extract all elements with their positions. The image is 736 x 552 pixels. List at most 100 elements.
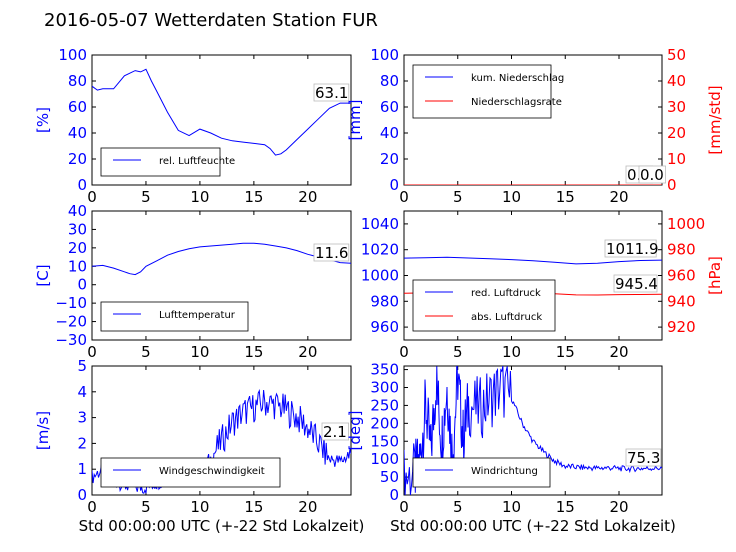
x-tick-label: 5 xyxy=(453,498,463,516)
x-tick-label: 0 xyxy=(399,343,409,361)
chart-panel-5: 0 5 10 15 20 0 1 2 3 4 5 [m/s] Std 00:00:00 UTC (+-2… xyxy=(34,357,364,535)
legend: Windrichtung xyxy=(412,457,551,488)
x-tick-label: 20 xyxy=(609,343,628,361)
y-tick-label: 1 xyxy=(77,460,87,478)
legend-label: Windrichtung xyxy=(471,466,538,477)
y-tick-label: 960 xyxy=(370,318,399,336)
y-tick-label: 0 xyxy=(389,176,399,194)
y-tick-label: 30 xyxy=(68,220,87,238)
x-tick-label: 10 xyxy=(190,188,209,206)
y-tick-label: 5 xyxy=(77,357,87,375)
x-tick-label: 0 xyxy=(87,498,97,516)
x-tick-label: 15 xyxy=(244,343,263,361)
legend-label: Lufttemperatur xyxy=(159,310,236,321)
x-tick-label: 5 xyxy=(141,343,151,361)
y-tick-label: 20 xyxy=(68,239,87,257)
y-tick-label-right: 1000 xyxy=(667,215,705,233)
x-tick-label: 20 xyxy=(298,343,317,361)
value-label-box xyxy=(313,243,350,262)
y-axis-label-right: [mm/std] xyxy=(706,85,724,154)
x-tick-label: 15 xyxy=(556,343,575,361)
x-tick-label: 10 xyxy=(190,498,209,516)
legend-box xyxy=(412,279,556,332)
y-tick-label: 2 xyxy=(77,434,87,452)
axes-frame xyxy=(91,210,352,341)
y-tick-label: −30 xyxy=(55,331,87,349)
y-tick-label: 350 xyxy=(370,361,399,379)
value-label-box xyxy=(638,165,667,184)
x-tick-label: 5 xyxy=(141,498,151,516)
y-axis-label-right: [hPa] xyxy=(706,256,724,295)
legend-label: Niederschlagsrate xyxy=(471,97,562,108)
y-tick-label: 0 xyxy=(389,486,399,504)
y-tick-label: 1020 xyxy=(361,241,399,259)
x-tick-label: 20 xyxy=(609,498,628,516)
page-title: 2016-05-07 Wetterdaten Station FUR xyxy=(44,10,378,31)
y-tick-label: 40 xyxy=(68,202,87,220)
x-axis-label: Std 00:00:00 UTC (+-22 Std Lokalzeit) xyxy=(79,517,365,535)
legend-box xyxy=(100,457,281,488)
y-tick-label-right: 0 xyxy=(667,176,677,194)
legend: Lufttemperatur xyxy=(100,301,249,332)
value-label-box xyxy=(613,274,658,293)
y-tick-label: 100 xyxy=(58,46,87,64)
value-label-text: 0.0 xyxy=(640,166,664,184)
value-label: 63.1 xyxy=(313,83,350,102)
y-tick-label-right: 40 xyxy=(667,72,686,90)
legend: rel. Luftfeuchte xyxy=(100,147,235,177)
x-tick-label: 20 xyxy=(609,188,628,206)
axes-frame xyxy=(91,365,352,496)
y-tick-label: 3 xyxy=(77,409,87,427)
x-tick-label: 5 xyxy=(453,188,463,206)
value-label: 0.0 xyxy=(638,165,667,184)
axes-frame xyxy=(91,54,352,186)
y-tick-label-right: 980 xyxy=(667,241,696,259)
y-axis-label: [mm] xyxy=(346,100,364,141)
x-tick-label: 15 xyxy=(244,498,263,516)
legend-label: abs. Luftdruck xyxy=(471,312,542,323)
y-tick-label: 80 xyxy=(68,72,87,90)
y-tick-label: 250 xyxy=(370,396,399,414)
x-tick-label: 10 xyxy=(502,343,521,361)
value-label-text: 945.4 xyxy=(615,275,658,293)
y-tick-label: 10 xyxy=(68,257,87,275)
x-tick-label: 5 xyxy=(141,188,151,206)
y-tick-label: 20 xyxy=(68,150,87,168)
value-label: 945.4 xyxy=(613,274,658,293)
series-line-1 xyxy=(92,68,351,156)
value-label-box xyxy=(321,422,350,441)
y-tick-label-right: 20 xyxy=(667,124,686,142)
x-tick-label: 20 xyxy=(298,498,317,516)
x-axis-label: Std 00:00:00 UTC (+-22 Std Lokalzeit) xyxy=(390,517,676,535)
y-tick-label-right: 960 xyxy=(667,267,696,285)
legend-label: rel. Luftfeuchte xyxy=(159,156,235,167)
value-label: 75.3 xyxy=(625,448,662,467)
series-line-1 xyxy=(404,256,662,265)
y-axis-label: [m/s] xyxy=(34,411,52,450)
x-tick-label: 5 xyxy=(453,343,463,361)
y-tick-label-right: 920 xyxy=(667,318,696,336)
y-tick-label-right: 30 xyxy=(667,98,686,116)
y-tick-label: 60 xyxy=(380,98,399,116)
y-tick-label: 50 xyxy=(380,468,399,486)
y-tick-label: 20 xyxy=(380,150,399,168)
y-tick-label: 0 xyxy=(77,176,87,194)
y-tick-label: 200 xyxy=(370,414,399,432)
x-tick-label: 0 xyxy=(399,188,409,206)
value-label-text: 11.6 xyxy=(315,244,348,262)
value-label-box xyxy=(625,448,662,467)
legend: red. Luftdruck abs. Luftdruck xyxy=(412,279,556,332)
y-axis-label: [C] xyxy=(34,264,52,286)
y-tick-label: −10 xyxy=(55,294,87,312)
value-label-box xyxy=(604,239,657,258)
legend-box xyxy=(412,64,552,119)
y-tick-label-right: 50 xyxy=(667,46,686,64)
x-tick-label: 0 xyxy=(87,188,97,206)
y-tick-label: 150 xyxy=(370,432,399,450)
value-label-text: 63.1 xyxy=(315,84,348,102)
y-tick-label: 60 xyxy=(68,98,87,116)
chart-panel-1: 0 5 10 15 20 0 20 40 60 80 100 [%] rel. Luftfeuchte 6… xyxy=(34,46,352,206)
chart-panel-2: 0 5 10 15 20 0 20 40 60 80 100 [mm] 0 10 20 30 40 50 [mm/s… xyxy=(346,46,724,206)
chart-panel-4: 0 5 10 15 20 960 980 1000 1020 1040 920 940 960 980 10… xyxy=(361,210,724,361)
